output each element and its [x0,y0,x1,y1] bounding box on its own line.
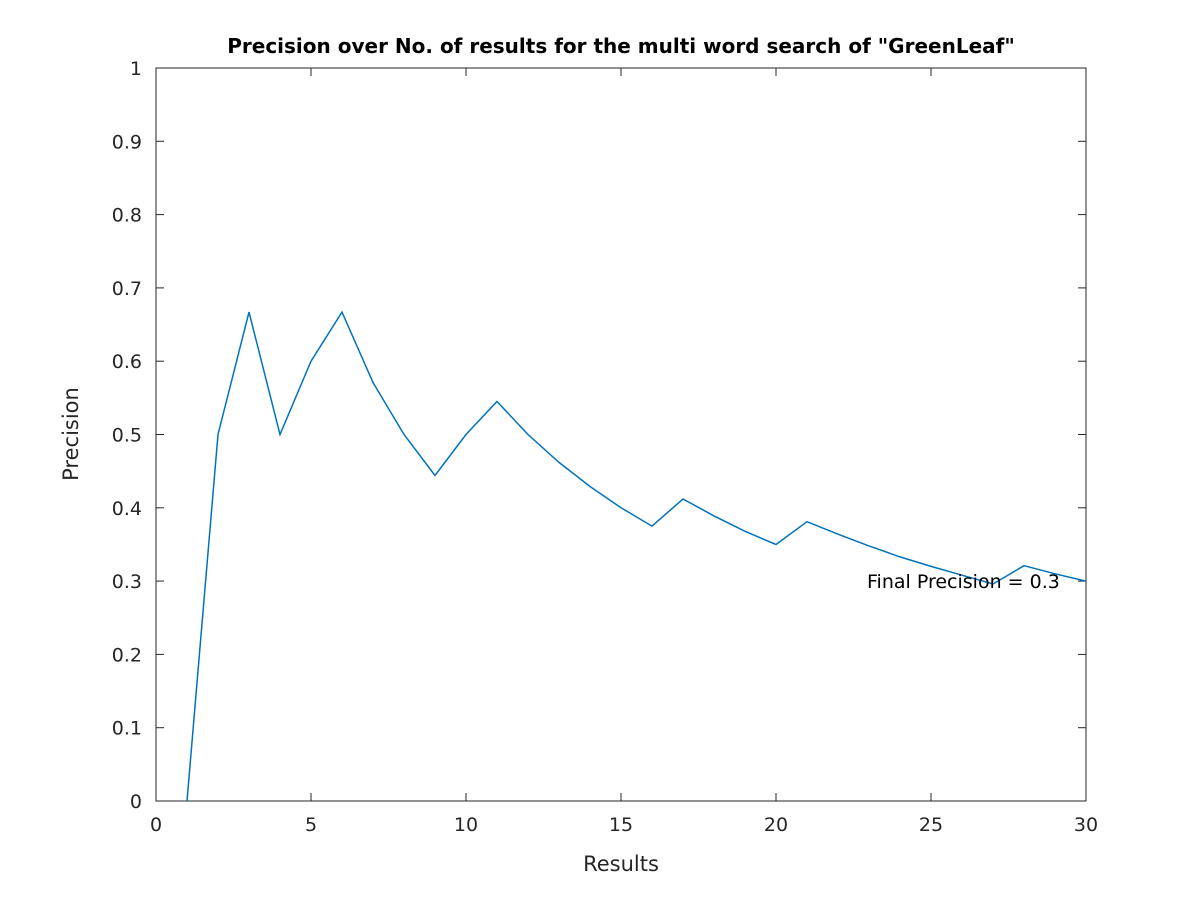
x-axis-label: Results [583,852,659,876]
y-tick-label: 0.1 [112,718,142,740]
y-tick-label: 0.5 [112,425,142,447]
y-tick-label: 0.4 [112,498,142,520]
y-tick-label: 0.9 [112,131,142,153]
y-tick-label: 0 [130,791,142,813]
precision-series-line [186,310,1087,802]
y-tick-label: 1 [130,58,142,80]
x-tick-label: 0 [150,814,162,836]
chart-title: Precision over No. of results for the mu… [227,34,1015,58]
x-tick-label: 10 [454,814,478,836]
x-tick-label: 30 [1074,814,1098,836]
x-tick-label: 15 [609,814,633,836]
y-tick-label: 0.7 [112,278,142,300]
y-tick-label: 0.3 [112,571,142,593]
y-tick-label: 0.2 [112,644,142,666]
x-tick-label: 5 [305,814,317,836]
annotations: Final Precision = 0.3 [867,571,1060,593]
y-axis-label: Precision [59,387,83,481]
final-precision-annotation: Final Precision = 0.3 [867,571,1060,593]
x-tick-label: 20 [764,814,788,836]
tick-labels: 0 5 10 15 20 25 30 0 0.1 0.2 0.3 0.4 0.5 0.6 0.7 0.8 0.9… [112,58,1098,836]
plot-area [155,67,1087,802]
y-tick-label: 0.8 [112,205,142,227]
axis-ticks [155,67,1087,802]
x-tick-label: 25 [919,814,943,836]
y-tick-label: 0.6 [112,351,142,373]
